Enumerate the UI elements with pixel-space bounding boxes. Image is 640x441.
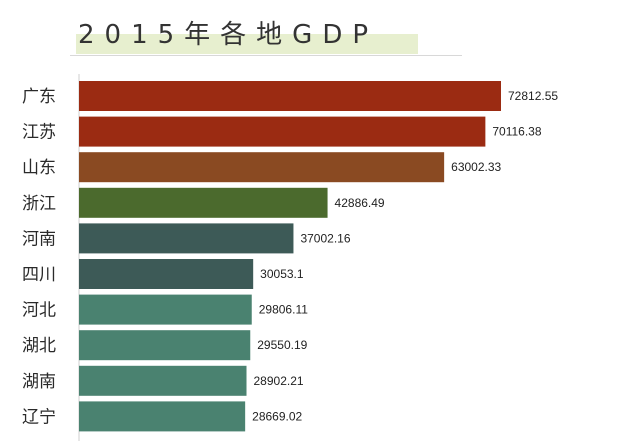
- value-label: 42886.49: [335, 196, 385, 210]
- bar-5: [79, 259, 254, 289]
- value-label: 29806.11: [259, 303, 308, 317]
- category-label: 山东: [22, 158, 56, 178]
- category-label: 浙江: [22, 194, 56, 214]
- value-label: 28902.21: [254, 374, 304, 388]
- value-label: 29550.19: [257, 338, 307, 352]
- chart-title: 2015年各地GDP: [78, 20, 379, 50]
- bar-0: [79, 81, 501, 111]
- title-area: 2015年各地GDP: [70, 12, 462, 54]
- bar-4: [79, 223, 294, 254]
- bar-2: [79, 152, 445, 183]
- value-label: 28669.02: [252, 409, 302, 423]
- bar-7: [79, 330, 251, 361]
- bar-3: [79, 187, 328, 218]
- category-label: 江苏: [22, 123, 56, 143]
- value-label: 37002.16: [300, 231, 350, 245]
- category-label: 湖北: [22, 336, 56, 356]
- bar-6: [79, 294, 252, 325]
- value-label: 70116.38: [492, 125, 541, 139]
- category-label: 四川: [22, 265, 56, 285]
- value-label: 30053.1: [260, 267, 304, 281]
- category-label: 湖南: [22, 372, 56, 392]
- value-label: 63002.33: [451, 160, 501, 174]
- category-label: 广东: [22, 87, 56, 107]
- title-highlight: [76, 34, 418, 54]
- value-label: 72812.55: [508, 89, 558, 103]
- bar-8: [79, 365, 247, 396]
- category-label: 河北: [22, 301, 56, 321]
- title-underline: [70, 55, 462, 56]
- category-label: 辽宁: [22, 407, 56, 427]
- bar-9: [79, 401, 246, 432]
- bar-1: [79, 116, 486, 147]
- category-label: 河南: [22, 229, 56, 249]
